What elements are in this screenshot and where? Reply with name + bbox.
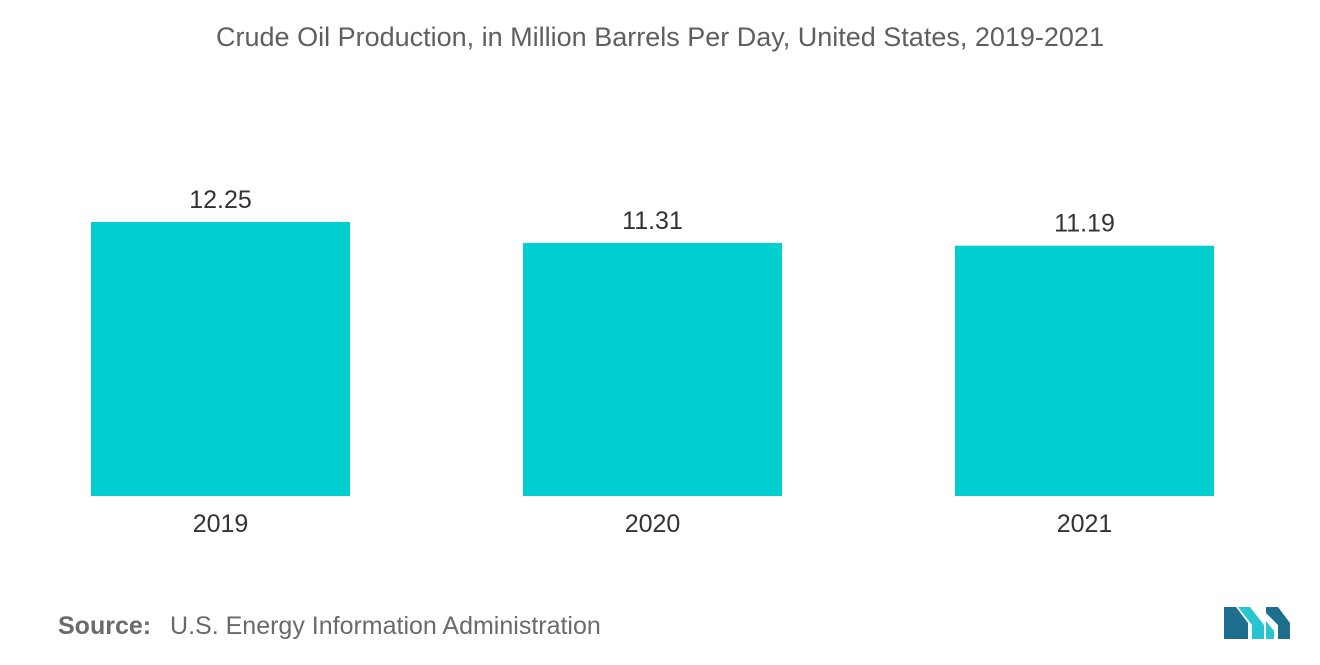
x-tick-label-2021: 2021 (1057, 510, 1113, 538)
x-tick-label-2019: 2019 (193, 510, 249, 538)
bar-2019 (91, 222, 350, 496)
bar-2020 (523, 243, 782, 496)
x-tick-label-2020: 2020 (625, 510, 681, 538)
logo-shape-left (1224, 607, 1248, 639)
mordor-intelligence-logo-icon (1224, 607, 1290, 639)
bar-2021 (955, 245, 1214, 496)
source-label: Source: (58, 612, 152, 640)
logo-shape-right (1266, 607, 1290, 639)
data-label-2020: 11.31 (622, 207, 683, 235)
logo-shape-right-accent (1266, 621, 1274, 639)
data-label-2021: 11.19 (1054, 210, 1115, 238)
source-note: Source: U.S. Energy Information Administ… (58, 612, 601, 641)
source-text: U.S. Energy Information Administration (170, 612, 601, 640)
chart-title: Crude Oil Production, in Million Barrels… (216, 22, 1104, 52)
logo-shape-mid (1238, 607, 1264, 639)
data-label-2019: 12.25 (189, 186, 252, 214)
